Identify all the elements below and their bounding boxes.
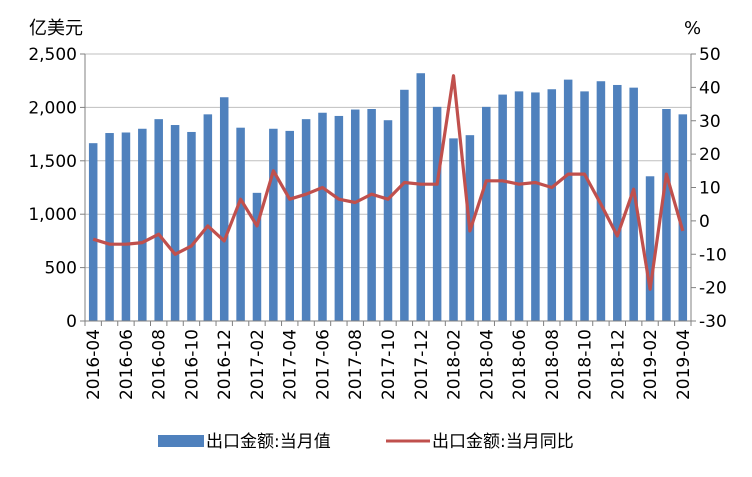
- bar: [236, 127, 245, 321]
- bar: [285, 130, 294, 321]
- bar: [203, 114, 213, 321]
- bar: [514, 91, 524, 321]
- bar: [252, 192, 262, 321]
- right-tick-label: 10: [699, 179, 721, 199]
- bar: [547, 89, 557, 321]
- bar: [105, 133, 114, 321]
- bar: [350, 109, 360, 321]
- line-series-export-yoy: [92, 74, 685, 291]
- bar: [449, 138, 458, 321]
- right-axis-unit: %: [684, 18, 701, 39]
- x-tick-label: 2017-10: [379, 329, 399, 400]
- series-line: [92, 74, 685, 291]
- x-tick-label: 2018-10: [576, 329, 596, 400]
- bar: [662, 109, 671, 321]
- left-axis-ticks: 0 500 1,000 1,500 2,000 2,500: [28, 45, 85, 332]
- x-tick-label: 2019-02: [641, 329, 661, 400]
- x-tick-label: 2018-12: [608, 329, 628, 400]
- x-tick-label: 2018-06: [510, 329, 530, 400]
- legend: 出口金额:当月值 出口金额:当月同比: [158, 432, 574, 452]
- right-tick-label: -10: [699, 245, 727, 265]
- bar: [367, 109, 376, 321]
- left-tick-label: 1,000: [28, 205, 77, 225]
- x-tick-label: 2016-06: [117, 329, 137, 400]
- bar: [563, 79, 573, 321]
- x-tick-label: 2018-02: [445, 329, 465, 400]
- x-tick-label: 2017-06: [313, 329, 333, 400]
- legend-swatch-bar: [158, 435, 204, 447]
- bar: [531, 92, 540, 321]
- left-tick-label: 0: [66, 312, 77, 332]
- bar: [645, 176, 655, 321]
- left-axis-unit: 亿美元: [29, 18, 83, 39]
- bar: [138, 128, 147, 321]
- legend-label-bar: 出口金额:当月值: [206, 432, 331, 452]
- bar: [482, 106, 491, 321]
- right-tick-label: 50: [699, 45, 721, 65]
- bar: [269, 128, 278, 321]
- left-tick-label: 500: [45, 259, 77, 279]
- left-tick-label: 2,500: [28, 45, 77, 65]
- right-axis-ticks: -30 -20 -10 0 10 20 30 40 50: [691, 45, 727, 332]
- x-tick-label: 2017-12: [412, 329, 432, 400]
- bar: [334, 115, 344, 321]
- bar: [154, 119, 163, 321]
- bar: [187, 131, 196, 321]
- right-tick-label: 30: [699, 112, 721, 132]
- right-tick-label: 0: [699, 212, 710, 232]
- x-tick-label: 2017-02: [248, 329, 268, 400]
- right-tick-label: 20: [699, 145, 721, 165]
- x-tick-label: 2019-04: [674, 329, 694, 400]
- bar: [318, 112, 327, 322]
- x-tick-label: 2018-04: [477, 329, 497, 400]
- x-axis-ticks: 2016-04 2016-06 2016-08 2016-10 2016-12 2017-…: [84, 321, 694, 400]
- bar: [219, 97, 229, 321]
- x-tick-label: 2017-08: [346, 329, 366, 400]
- x-tick-label: 2016-04: [84, 329, 104, 400]
- bar: [580, 91, 589, 321]
- bar: [400, 89, 409, 321]
- bar: [88, 143, 98, 321]
- bar: [383, 120, 393, 321]
- bar: [301, 119, 311, 321]
- right-tick-label: -20: [699, 279, 727, 299]
- x-tick-label: 2016-12: [215, 329, 235, 400]
- right-tick-label: -30: [699, 312, 727, 332]
- x-tick-label: 2018-08: [543, 329, 563, 400]
- bar: [613, 84, 622, 321]
- right-tick-label: 40: [699, 78, 721, 98]
- bar: [170, 125, 180, 321]
- bar: [121, 132, 131, 321]
- x-tick-label: 2016-08: [150, 329, 170, 400]
- legend-label-line: 出口金额:当月同比: [432, 432, 574, 452]
- bar: [432, 106, 442, 321]
- bar: [416, 73, 426, 321]
- x-tick-label: 2017-04: [281, 329, 301, 400]
- x-tick-label: 2016-10: [182, 329, 202, 400]
- bar: [629, 87, 638, 321]
- left-tick-label: 1,500: [28, 152, 77, 172]
- bar: [498, 94, 507, 321]
- bar: [678, 114, 688, 321]
- left-tick-label: 2,000: [28, 98, 77, 118]
